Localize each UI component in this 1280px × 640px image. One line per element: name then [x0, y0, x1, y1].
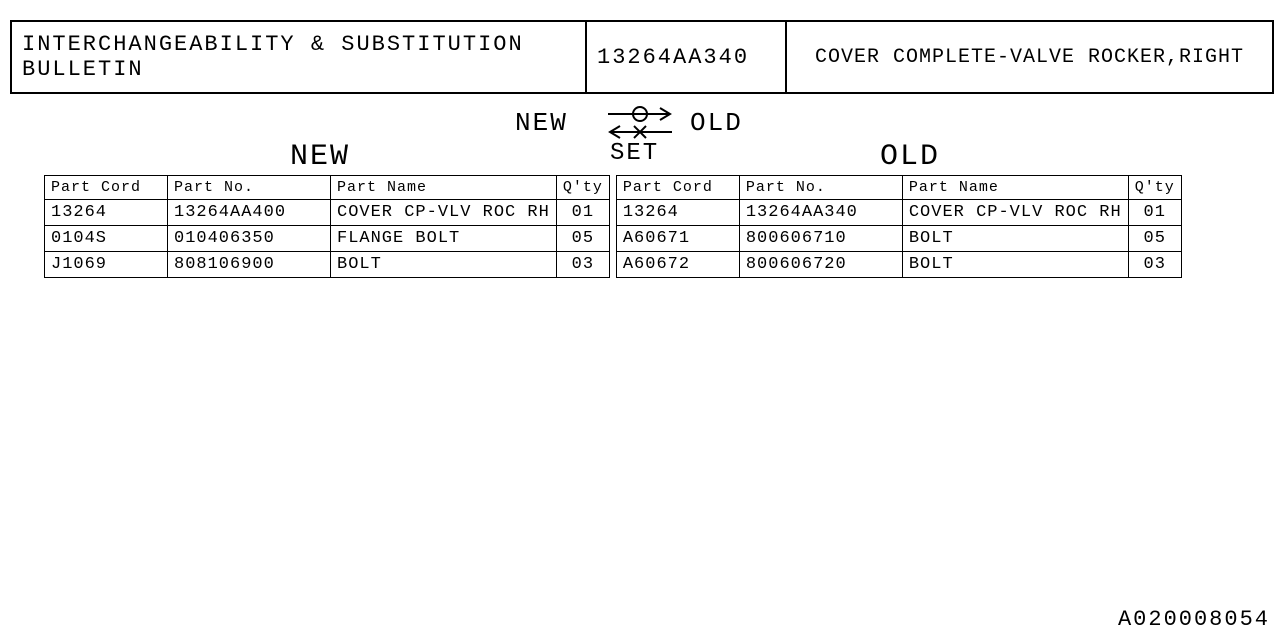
cell-no: 800606710 [739, 226, 902, 252]
header-box: INTERCHANGEABILITY & SUBSTITUTION BULLET… [10, 20, 1274, 94]
col-part-name: Part Name [902, 176, 1128, 200]
cell-no: 13264AA400 [168, 200, 331, 226]
col-qty: Q'ty [556, 176, 609, 200]
col-part-name: Part Name [331, 176, 557, 200]
cell-cord: A60671 [616, 226, 739, 252]
table-row: A60671 800606710 BOLT 05 [616, 226, 1181, 252]
cell-name: COVER CP-VLV ROC RH [902, 200, 1128, 226]
cell-qty: 01 [1128, 200, 1181, 226]
col-part-no: Part No. [739, 176, 902, 200]
cell-qty: 01 [556, 200, 609, 226]
cell-cord: 0104S [45, 226, 168, 252]
bulletin-part-no: 13264AA340 [587, 22, 787, 92]
cell-cord: J1069 [45, 252, 168, 278]
cell-name: COVER CP-VLV ROC RH [331, 200, 557, 226]
table-row: 13264 13264AA340 COVER CP-VLV ROC RH 01 [616, 200, 1181, 226]
footer-code: A020008054 [1118, 607, 1270, 632]
section-label-new: NEW [290, 140, 350, 174]
cell-qty: 05 [1128, 226, 1181, 252]
cell-no: 13264AA340 [739, 200, 902, 226]
col-qty: Q'ty [1128, 176, 1181, 200]
table-header-row: Part Cord Part No. Part Name Q'ty [616, 176, 1181, 200]
cell-qty: 03 [556, 252, 609, 278]
cell-no: 800606720 [739, 252, 902, 278]
cell-name: BOLT [902, 252, 1128, 278]
cell-cord: 13264 [616, 200, 739, 226]
table-row: 0104S 010406350 FLANGE BOLT 05 [45, 226, 610, 252]
double-arrow-icon [600, 100, 680, 145]
new-parts-table: Part Cord Part No. Part Name Q'ty 13264 … [44, 175, 610, 278]
cell-name: BOLT [331, 252, 557, 278]
cell-cord: A60672 [616, 252, 739, 278]
cell-no: 010406350 [168, 226, 331, 252]
table-row: 13264 13264AA400 COVER CP-VLV ROC RH 01 [45, 200, 610, 226]
old-parts-table: Part Cord Part No. Part Name Q'ty 13264 … [616, 175, 1182, 278]
arrow-old-label: OLD [690, 108, 743, 138]
section-label-old: OLD [880, 140, 940, 174]
cell-no: 808106900 [168, 252, 331, 278]
cell-qty: 05 [556, 226, 609, 252]
cell-name: BOLT [902, 226, 1128, 252]
col-part-cord: Part Cord [616, 176, 739, 200]
table-header-row: Part Cord Part No. Part Name Q'ty [45, 176, 610, 200]
col-part-no: Part No. [168, 176, 331, 200]
cell-cord: 13264 [45, 200, 168, 226]
cell-qty: 03 [1128, 252, 1181, 278]
bulletin-title: INTERCHANGEABILITY & SUBSTITUTION BULLET… [12, 22, 587, 92]
cell-name: FLANGE BOLT [331, 226, 557, 252]
col-part-cord: Part Cord [45, 176, 168, 200]
table-row: A60672 800606720 BOLT 03 [616, 252, 1181, 278]
arrow-new-label: NEW [515, 108, 568, 138]
table-row: J1069 808106900 BOLT 03 [45, 252, 610, 278]
tables-wrap: Part Cord Part No. Part Name Q'ty 13264 … [44, 175, 1182, 278]
bulletin-part-name: COVER COMPLETE-VALVE ROCKER,RIGHT [787, 22, 1272, 92]
